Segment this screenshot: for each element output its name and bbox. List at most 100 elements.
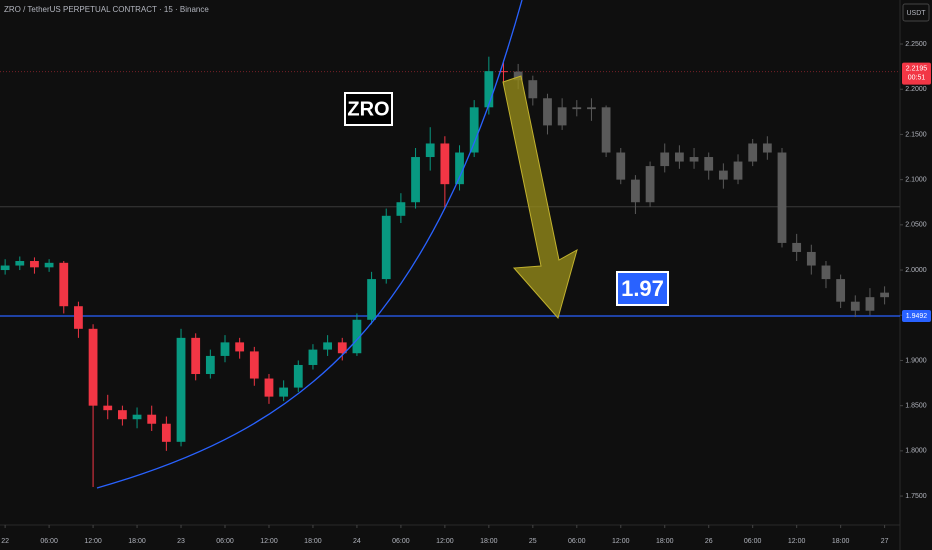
y-tick-label: 1.9000 [905,357,927,364]
candle-body [337,342,347,354]
candle-body [117,410,127,420]
candle-body [513,71,523,81]
candle-body [806,251,816,266]
x-tick-label: 18:00 [128,538,146,545]
y-tick-label: 2.1000 [905,176,927,183]
candle-body [440,143,450,185]
candle-body [792,242,802,252]
candle-body [191,337,201,375]
x-tick-label: 18:00 [304,538,322,545]
last-price-label: 2.2195 [906,65,928,72]
x-tick-label: 26 [705,538,713,545]
candle-body [689,157,699,162]
trend-curve [96,0,523,489]
x-tick-label: 12:00 [612,538,630,545]
candle-body [543,98,552,126]
candle-body [572,107,582,110]
candle-body [631,179,640,203]
candle-body [103,405,113,411]
candle-body [850,301,860,311]
candle-body [880,292,890,298]
y-tick-label: 2.0500 [905,222,927,229]
candle-body [821,265,831,280]
arrow [502,75,578,320]
candle-body [865,297,875,311]
candle-body [367,279,376,320]
x-tick-label: 18:00 [832,538,850,545]
candle-body [205,355,215,375]
candle-body [645,166,655,203]
candle-body [30,261,39,268]
candle-body [352,319,362,354]
candle-body [249,351,259,379]
y-tick-label: 2.2500 [905,41,927,48]
candle-body [308,349,318,365]
candle-body [455,152,464,185]
candle-body [528,80,538,99]
candle-body [762,143,772,153]
candle-body [484,71,494,108]
candle-body [411,157,420,203]
x-tick-label: 06:00 [568,538,586,545]
x-tick-label: 25 [529,538,537,545]
x-tick-label: 06:00 [216,538,234,545]
candle-body [264,378,274,397]
countdown-label: 00:51 [908,74,926,81]
candle-body [425,143,435,158]
y-tick-label: 1.8500 [905,403,927,410]
x-tick-label: 06:00 [744,538,762,545]
x-tick-label: 12:00 [84,538,102,545]
candle-body [44,262,54,268]
currency-label[interactable]: USDT [906,10,926,17]
annotation-label: ZRO [347,98,389,120]
candle-body [469,107,479,153]
candle-body [279,387,289,397]
x-tick-label: 12:00 [260,538,278,545]
currency-button[interactable] [902,3,930,22]
candle-body [587,107,596,110]
x-tick-label: 12:00 [436,538,454,545]
candle-body [88,328,98,406]
candle-body [293,364,303,388]
candle-body [161,423,171,442]
y-tick-label: 1.7500 [905,493,927,500]
candle-body [176,337,186,442]
annotation-label: 1.97 [621,276,664,301]
candle-body [220,342,230,356]
candle-body [235,342,245,352]
candle-body [660,152,670,167]
x-tick-label: 18:00 [480,538,498,545]
candle-body [836,279,846,302]
candle-body [499,71,508,73]
y-tick-label: 2.1500 [905,131,927,138]
annotation-box [616,271,669,306]
candle-body [616,152,626,180]
candle-body [323,342,333,350]
x-tick-label: 27 [881,538,889,545]
annotation-box [344,92,393,126]
x-tick-label: 18:00 [656,538,674,545]
candle-body [0,265,10,271]
candle-body [601,107,611,153]
x-tick-label: 12:00 [788,538,806,545]
candle-body [557,107,567,126]
candle-body [396,202,406,216]
candle-body [733,161,743,180]
candle-body [748,143,758,162]
y-tick-label: 1.8000 [905,448,927,455]
last-price-tag [902,62,931,85]
chart-title: ZRO / TetherUS PERPETUAL CONTRACT · 15 ·… [4,5,209,14]
level-tag [902,309,931,322]
candle-body [718,170,728,180]
x-tick-label: 24 [353,538,361,545]
candle-body [147,414,157,424]
level-label: 1.9492 [906,313,928,320]
candle-body [132,414,142,420]
x-tick-label: 06:00 [392,538,410,545]
x-tick-label: 22 [1,538,9,545]
x-tick-label: 23 [177,538,185,545]
candle-body [777,152,787,243]
candle-body [59,262,69,307]
candle-body [15,261,25,266]
